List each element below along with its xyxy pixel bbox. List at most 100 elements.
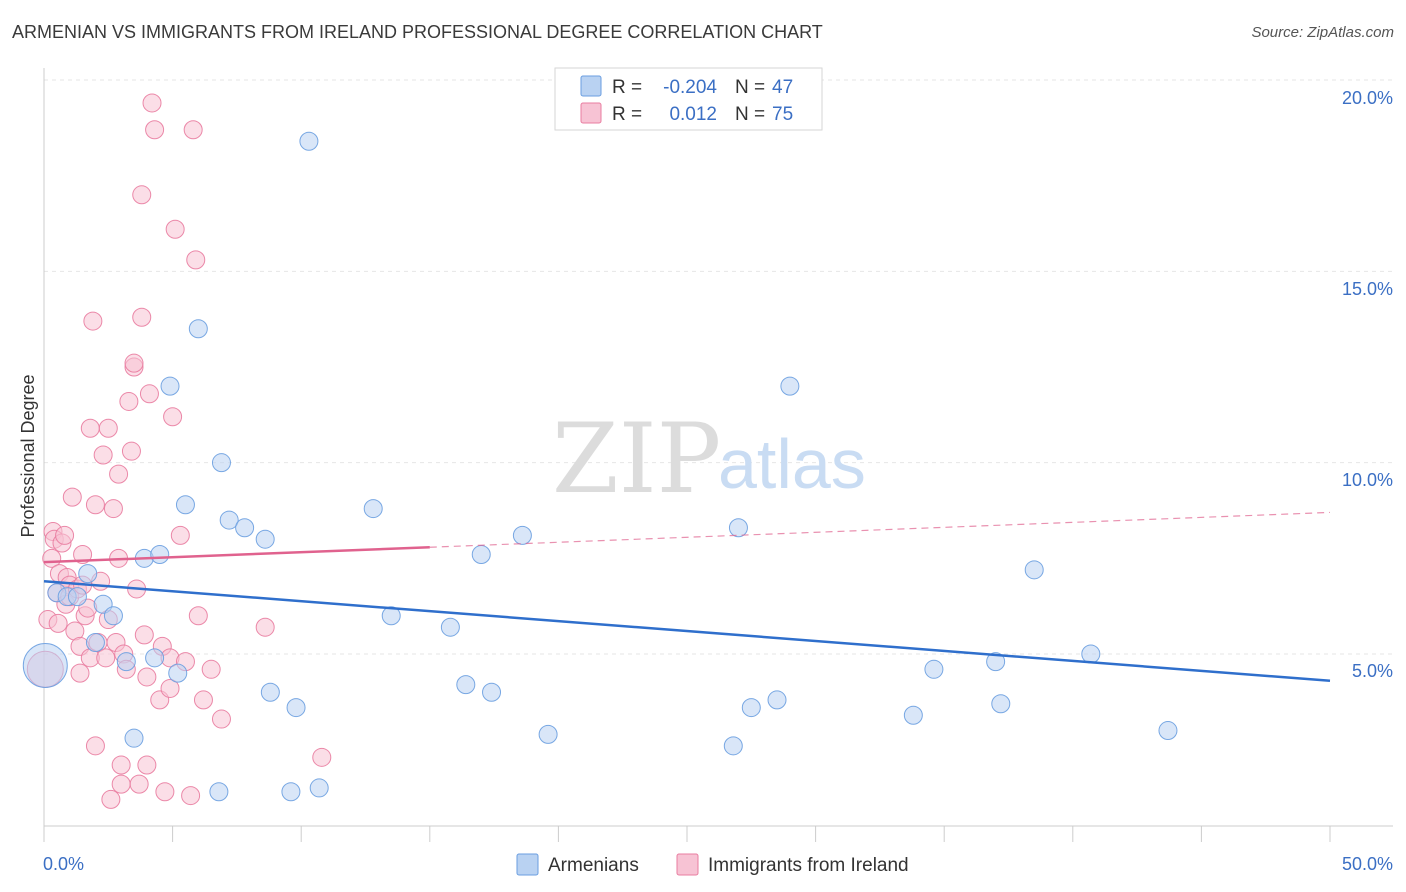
x-tick-label-max: 50.0% bbox=[1342, 854, 1393, 874]
armenians-point bbox=[188, 319, 208, 339]
armenians-point bbox=[124, 728, 144, 748]
y-tick-labels: 20.0% 15.0% 10.0% 5.0% bbox=[1342, 88, 1393, 681]
ireland-point bbox=[183, 120, 203, 140]
y-tick-label: 15.0% bbox=[1342, 279, 1393, 299]
series-armenians-points bbox=[22, 131, 1178, 802]
armenians-point bbox=[168, 663, 188, 683]
armenians-point bbox=[255, 529, 275, 549]
source-label: Source: ZipAtlas.com bbox=[1251, 24, 1394, 41]
armenians-point bbox=[211, 453, 231, 473]
legend-label-armenians: Armenians bbox=[548, 855, 639, 876]
ireland-point bbox=[255, 617, 275, 637]
ireland-trend-line-extension bbox=[429, 511, 1331, 548]
armenians-point bbox=[924, 659, 944, 679]
ireland-point bbox=[163, 407, 183, 427]
ireland-point bbox=[134, 625, 154, 645]
armenians-point bbox=[235, 518, 255, 538]
ireland-point bbox=[193, 690, 213, 710]
legend-r-value: 0.012 bbox=[669, 104, 717, 125]
ireland-point bbox=[137, 755, 157, 775]
armenians-point bbox=[116, 652, 136, 672]
ireland-point bbox=[83, 311, 103, 331]
ireland-point bbox=[93, 445, 113, 465]
ireland-point bbox=[132, 307, 152, 327]
ireland-point bbox=[181, 786, 201, 806]
armenians-point bbox=[85, 633, 105, 653]
x-tick-label-min: 0.0% bbox=[43, 854, 84, 874]
armenians-point bbox=[299, 131, 319, 151]
ireland-point bbox=[188, 606, 208, 626]
legend-n-label: N = bbox=[735, 104, 765, 125]
stats-legend: R = -0.204 N = 47 R = 0.012 N = 75 bbox=[554, 67, 823, 131]
armenians-point bbox=[160, 376, 180, 396]
armenians-point bbox=[286, 698, 306, 718]
series-legend: Armenians Immigrants from Ireland bbox=[516, 853, 909, 876]
ireland-point bbox=[121, 441, 141, 461]
legend-swatch-ireland bbox=[676, 853, 699, 876]
armenians-point bbox=[440, 617, 460, 637]
ireland-point bbox=[201, 659, 221, 679]
axes bbox=[43, 68, 1393, 842]
armenians-point bbox=[903, 705, 923, 725]
ireland-point bbox=[132, 185, 152, 205]
ireland-point bbox=[170, 525, 190, 545]
ireland-point bbox=[186, 250, 206, 270]
armenians-point bbox=[1158, 721, 1178, 741]
armenians-point bbox=[78, 564, 98, 584]
ireland-point bbox=[142, 93, 162, 113]
armenians-point bbox=[986, 652, 1006, 672]
armenians-point bbox=[175, 495, 195, 515]
ireland-point bbox=[85, 495, 105, 515]
legend-r-value: -0.204 bbox=[663, 77, 717, 98]
armenians-point bbox=[728, 518, 748, 538]
legend-swatch-armenians bbox=[580, 75, 602, 97]
armenians-trend-line bbox=[43, 580, 1331, 683]
y-tick-label: 20.0% bbox=[1342, 88, 1393, 108]
ireland-point bbox=[139, 384, 159, 404]
ireland-point bbox=[155, 782, 175, 802]
armenians-point bbox=[22, 642, 68, 688]
y-tick-label: 5.0% bbox=[1352, 661, 1393, 681]
ireland-point bbox=[85, 736, 105, 756]
ireland-point bbox=[312, 747, 332, 767]
armenians-point bbox=[741, 698, 761, 718]
legend-n-value: 47 bbox=[772, 77, 793, 98]
legend-label-ireland: Immigrants from Ireland bbox=[708, 855, 909, 876]
ireland-point bbox=[109, 464, 129, 484]
ireland-point bbox=[48, 613, 68, 633]
legend-r-label: R = bbox=[612, 77, 642, 98]
armenians-point bbox=[456, 675, 476, 695]
ireland-point bbox=[62, 487, 82, 507]
ireland-point bbox=[124, 353, 144, 373]
armenians-point bbox=[780, 376, 800, 396]
ireland-point bbox=[98, 418, 118, 438]
ireland-point bbox=[101, 789, 121, 809]
armenians-point bbox=[471, 545, 491, 565]
ireland-point bbox=[55, 525, 75, 545]
ireland-point bbox=[70, 663, 90, 683]
ireland-point bbox=[145, 120, 165, 140]
ireland-point bbox=[160, 678, 180, 698]
armenians-point bbox=[145, 648, 165, 668]
ireland-point bbox=[73, 545, 93, 565]
legend-swatch-ireland bbox=[580, 102, 602, 124]
armenians-point bbox=[512, 525, 532, 545]
ireland-point bbox=[119, 391, 139, 411]
chart-title: ARMENIAN VS IMMIGRANTS FROM IRELAND PROF… bbox=[12, 22, 823, 42]
ireland-point bbox=[211, 709, 231, 729]
y-tick-label: 10.0% bbox=[1342, 470, 1393, 490]
ireland-point bbox=[80, 418, 100, 438]
legend-r-label: R = bbox=[612, 104, 642, 125]
ireland-point bbox=[111, 755, 131, 775]
watermark-zip: ZIP bbox=[552, 403, 721, 515]
armenians-point bbox=[260, 682, 280, 702]
armenians-point bbox=[309, 778, 329, 798]
gridlines bbox=[44, 79, 1393, 655]
armenians-point bbox=[1024, 560, 1044, 580]
ireland-point bbox=[137, 667, 157, 687]
series-ireland-points bbox=[26, 93, 332, 809]
armenians-point bbox=[150, 545, 170, 565]
legend-swatch-armenians bbox=[516, 853, 539, 876]
armenians-point bbox=[538, 724, 558, 744]
